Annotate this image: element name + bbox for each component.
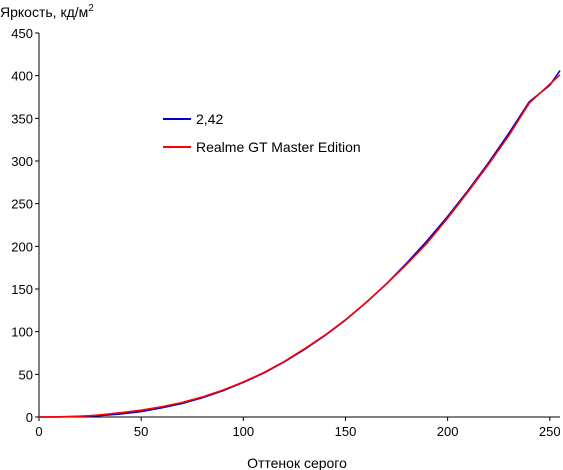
y-tick-label: 450 [11, 26, 33, 41]
y-tick-label: 50 [19, 367, 33, 382]
x-tick-label: 250 [539, 424, 561, 439]
series-line-1 [38, 70, 561, 418]
y-tick-label: 150 [11, 282, 33, 297]
y-tick-label: 250 [11, 197, 33, 212]
y-axis-label: Яркость, кд/м2 [0, 3, 94, 20]
chart-series [38, 70, 561, 418]
x-tick-label: 0 [35, 424, 42, 439]
y-axis-label-text: Яркость, кд/м [0, 4, 88, 20]
y-tick-label: 300 [11, 154, 33, 169]
chart-legend: 2,42 Realme GT Master Edition [163, 111, 361, 155]
x-tick-label: 200 [437, 424, 459, 439]
y-tick-label: 400 [11, 69, 33, 84]
y-tick-label: 200 [11, 239, 33, 254]
y-tick-label: 100 [11, 325, 33, 340]
x-axis-label: Оттенок серого [247, 455, 347, 470]
series-line-2 [38, 74, 561, 418]
chart-ticks: 0 50 100 150 200 250 300 350 400 450 0 50 100 150 200 2… [11, 26, 560, 439]
y-tick-label: 350 [11, 111, 33, 126]
y-axis-label-superscript: 2 [88, 3, 94, 14]
x-tick-label: 150 [335, 424, 357, 439]
y-tick-label: 0 [26, 410, 33, 425]
chart-axes [38, 33, 560, 418]
x-tick-label: 50 [134, 424, 148, 439]
x-tick-label: 100 [232, 424, 254, 439]
legend-label-2: Realme GT Master Edition [196, 139, 361, 155]
legend-label-1: 2,42 [196, 111, 223, 127]
